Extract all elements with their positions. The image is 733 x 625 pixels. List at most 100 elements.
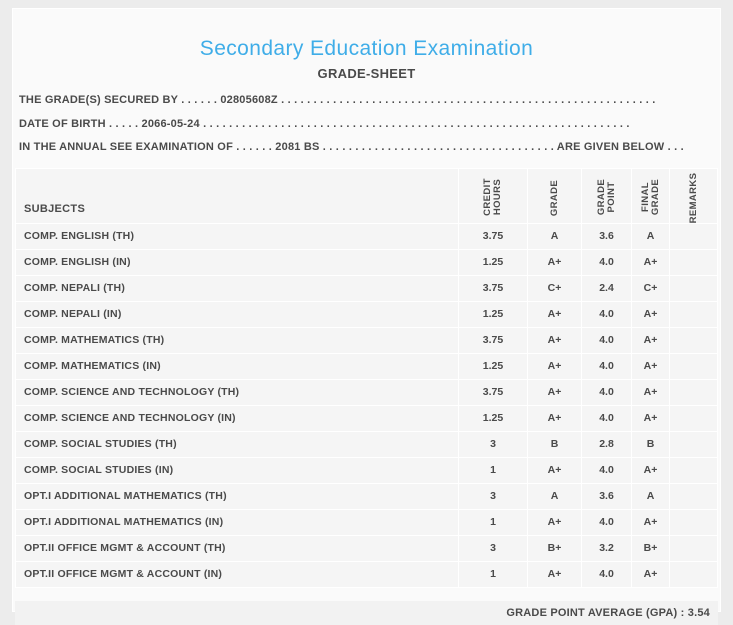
cell-credit-hours: 1.25	[458, 300, 528, 328]
vertical-header-label: REMARKS	[687, 172, 699, 223]
cell-subject: COMP. MATHEMATICS (TH)	[15, 326, 459, 354]
table-row: OPT.II OFFICE MGMT & ACCOUNT (TH) 3 B+ 3.2 B…	[15, 534, 718, 562]
info-line-examination-of: IN THE ANNUAL SEE EXAMINATION OF . . . .…	[19, 141, 684, 153]
column-header-grade-point: GRADE POINT	[581, 167, 632, 224]
cell-grade-point: 4.0	[581, 404, 632, 432]
cell-grade: B	[527, 430, 582, 458]
cell-credit-hours: 1.25	[458, 404, 528, 432]
cell-remarks	[669, 482, 718, 510]
cell-grade: A	[527, 222, 582, 250]
cell-remarks	[669, 534, 718, 562]
cell-subject: COMP. SOCIAL STUDIES (IN)	[15, 456, 459, 484]
cell-credit-hours: 3	[458, 482, 528, 510]
cell-final-grade: A+	[631, 352, 670, 380]
cell-final-grade: A+	[631, 508, 670, 536]
cell-credit-hours: 1.25	[458, 248, 528, 276]
column-header-remarks: REMARKS	[669, 167, 718, 224]
cell-grade-point: 4.0	[581, 248, 632, 276]
table-row: COMP. MATHEMATICS (TH) 3.75 A+ 4.0 A+	[15, 326, 718, 354]
cell-subject: COMP. ENGLISH (IN)	[15, 248, 459, 276]
table-row: OPT.I ADDITIONAL MATHEMATICS (TH) 3 A 3.6 A	[15, 482, 718, 510]
cell-remarks	[669, 352, 718, 380]
vertical-header-label: GRADE	[548, 179, 560, 216]
cell-grade-point: 3.6	[581, 482, 632, 510]
cell-remarks	[669, 560, 718, 588]
table-row: COMP. ENGLISH (TH) 3.75 A 3.6 A	[15, 222, 718, 250]
vertical-header-label: GRADE POINT	[595, 178, 617, 215]
page-title: Secondary Education Examination	[199, 37, 534, 60]
cell-subject: OPT.II OFFICE MGMT & ACCOUNT (TH)	[15, 534, 459, 562]
cell-credit-hours: 1	[458, 560, 528, 588]
cell-credit-hours: 3.75	[458, 222, 528, 250]
cell-final-grade: B+	[631, 534, 670, 562]
cell-final-grade: A+	[631, 248, 670, 276]
cell-grade: A+	[527, 352, 582, 380]
cell-remarks	[669, 274, 718, 302]
cell-grade: A	[527, 482, 582, 510]
cell-final-grade: A+	[631, 456, 670, 484]
cell-remarks	[669, 222, 718, 250]
cell-final-grade: A	[631, 482, 670, 510]
cell-final-grade: A+	[631, 560, 670, 588]
table-row: COMP. SCIENCE AND TECHNOLOGY (IN) 1.25 A+ 4…	[15, 404, 718, 432]
cell-credit-hours: 3.75	[458, 274, 528, 302]
cell-final-grade: B	[631, 430, 670, 458]
cell-remarks	[669, 300, 718, 328]
info-line-date-of-birth: DATE OF BIRTH . . . . . 2066-05-24 . . .…	[19, 117, 630, 130]
cell-grade: A+	[527, 300, 582, 328]
cell-subject: COMP. NEPALI (TH)	[15, 274, 459, 302]
cell-subject: COMP. MATHEMATICS (IN)	[15, 352, 459, 380]
cell-grade-point: 2.8	[581, 430, 632, 458]
cell-grade-point: 4.0	[581, 326, 632, 354]
gpa-summary: GRADE POINT AVERAGE (GPA) : 3.54	[15, 600, 718, 625]
column-header-credit-hours: CREDIT HOURS	[458, 167, 528, 224]
cell-grade-point: 3.6	[581, 222, 632, 250]
cell-remarks	[669, 430, 718, 458]
cell-grade-point: 4.0	[581, 508, 632, 536]
cell-grade: C+	[527, 274, 582, 302]
cell-grade: A+	[527, 378, 582, 406]
column-header-subjects: SUBJECTS	[15, 167, 459, 224]
column-header-grade: GRADE	[527, 167, 582, 224]
table-row: OPT.II OFFICE MGMT & ACCOUNT (IN) 1 A+ 4.0 A…	[15, 560, 718, 588]
cell-subject: COMP. SCIENCE AND TECHNOLOGY (IN)	[15, 404, 459, 432]
cell-grade-point: 4.0	[581, 560, 632, 588]
vertical-header-label: CREDIT HOURS	[482, 177, 503, 216]
cell-remarks	[669, 508, 718, 536]
cell-grade: A+	[527, 404, 582, 432]
cell-credit-hours: 1	[458, 456, 528, 484]
cell-final-grade: A+	[631, 404, 670, 432]
grade-table-head-row: SUBJECTS CREDIT HOURS GRADE GRADE POINT FINA…	[15, 167, 718, 224]
cell-final-grade: C+	[631, 274, 670, 302]
cell-final-grade: A	[631, 222, 670, 250]
grade-table: SUBJECTS CREDIT HOURS GRADE GRADE POINT FINA…	[15, 167, 718, 588]
cell-remarks	[669, 404, 718, 432]
cell-credit-hours: 3	[458, 430, 528, 458]
cell-subject: COMP. ENGLISH (TH)	[15, 222, 459, 250]
cell-final-grade: A+	[631, 326, 670, 354]
cell-credit-hours: 1.25	[458, 352, 528, 380]
info-line-secured-by: THE GRADE(S) SECURED BY . . . . . . 0280…	[19, 94, 656, 106]
cell-grade: B+	[527, 534, 582, 562]
cell-credit-hours: 1	[458, 508, 528, 536]
table-row: COMP. SOCIAL STUDIES (TH) 3 B 2.8 B	[15, 430, 718, 458]
page-subtitle: GRADE-SHEET	[317, 66, 416, 81]
table-row: OPT.I ADDITIONAL MATHEMATICS (IN) 1 A+ 4.0 A…	[15, 508, 718, 536]
column-header-final-grade: FINAL GRADE	[631, 167, 670, 224]
cell-grade: A+	[527, 456, 582, 484]
cell-grade: A+	[527, 560, 582, 588]
table-row: COMP. SOCIAL STUDIES (IN) 1 A+ 4.0 A+	[15, 456, 718, 484]
cell-remarks	[669, 248, 718, 276]
cell-credit-hours: 3	[458, 534, 528, 562]
cell-grade-point: 2.4	[581, 274, 632, 302]
table-row: COMP. NEPALI (TH) 3.75 C+ 2.4 C+	[15, 274, 718, 302]
table-row: COMP. ENGLISH (IN) 1.25 A+ 4.0 A+	[15, 248, 718, 276]
cell-subject: COMP. SCIENCE AND TECHNOLOGY (TH)	[15, 378, 459, 406]
cell-subject: OPT.II OFFICE MGMT & ACCOUNT (IN)	[15, 560, 459, 588]
cell-grade-point: 4.0	[581, 352, 632, 380]
cell-credit-hours: 3.75	[458, 378, 528, 406]
cell-grade-point: 4.0	[581, 300, 632, 328]
cell-subject: COMP. NEPALI (IN)	[15, 300, 459, 328]
cell-subject: COMP. SOCIAL STUDIES (TH)	[15, 430, 459, 458]
cell-grade-point: 3.2	[581, 534, 632, 562]
